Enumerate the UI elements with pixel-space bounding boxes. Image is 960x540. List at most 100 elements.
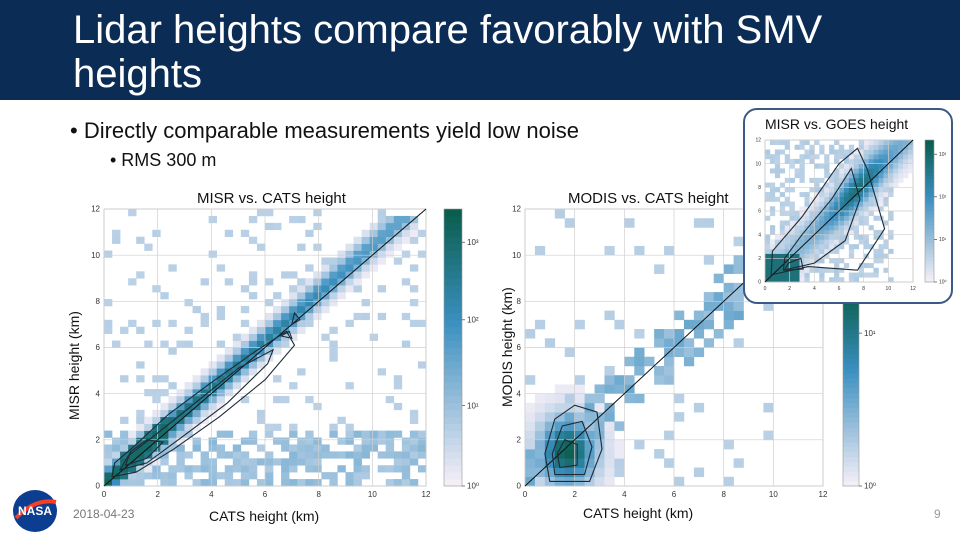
y-tick-label: 12: [91, 205, 100, 214]
density-cell: [337, 257, 346, 265]
density-cell: [769, 192, 776, 198]
x-tick-label: 10: [368, 490, 377, 499]
density-cell: [385, 229, 395, 237]
density-cell: [216, 375, 226, 383]
density-cell: [784, 234, 790, 240]
colorbar-segment: [444, 409, 462, 418]
density-cell: [819, 192, 825, 198]
density-cell: [873, 163, 879, 169]
density-cell: [377, 257, 387, 265]
density-cell: [819, 234, 825, 240]
density-cell: [216, 264, 226, 272]
density-cell: [873, 272, 879, 278]
density-cell: [824, 154, 830, 160]
density-cell: [128, 209, 137, 217]
density-cell: [834, 158, 840, 164]
density-cell: [804, 220, 810, 226]
density-cell: [345, 250, 354, 258]
density-cell: [873, 158, 879, 164]
density-cell: [216, 312, 226, 321]
colorbar-segment: [843, 319, 859, 325]
density-cell: [208, 250, 217, 258]
nasa-logo: NASA: [13, 490, 57, 532]
density-cell: [814, 215, 820, 221]
density-cell: [903, 168, 909, 174]
density-cell: [564, 430, 575, 441]
colorbar-segment: [444, 340, 462, 348]
x-tick-label: 2: [572, 490, 577, 499]
density-cell: [297, 215, 306, 224]
density-cell: [184, 382, 193, 390]
title-bar: Lidar heights compare favorably with SMV…: [0, 0, 960, 100]
density-cell: [843, 196, 850, 202]
density-cell: [604, 467, 615, 478]
density-cell: [829, 201, 835, 207]
density-cell: [868, 244, 874, 250]
density-cell: [393, 402, 403, 411]
density-cell: [634, 393, 645, 404]
density-cell: [848, 244, 855, 250]
density-cell: [248, 430, 258, 438]
colorbar-segment: [925, 182, 934, 187]
density-cell: [898, 140, 904, 146]
density-cell: [313, 444, 322, 452]
density-cell: [804, 154, 810, 160]
density-cell: [544, 402, 556, 413]
density-cell: [409, 236, 419, 244]
density-cell: [200, 451, 209, 459]
density-cell: [144, 472, 153, 480]
density-cell: [839, 187, 845, 193]
density-cell: [868, 168, 874, 174]
density-cell: [794, 168, 800, 174]
density-cell: [574, 458, 585, 468]
density-cell: [843, 158, 850, 164]
density-cell: [224, 347, 234, 355]
density-cell: [774, 158, 781, 164]
density-cell: [843, 168, 850, 174]
density-cell: [361, 437, 370, 445]
density-cell: [160, 458, 169, 466]
density-cell: [393, 430, 403, 438]
density-cell: [654, 449, 665, 459]
density-cell: [843, 225, 850, 231]
density-cell: [624, 218, 635, 228]
density-cell: [240, 285, 250, 293]
density-cell: [104, 250, 113, 258]
one-to-one-line: [764, 139, 914, 283]
density-cell: [873, 177, 879, 183]
density-cell: [819, 239, 825, 245]
density-cell: [654, 365, 665, 376]
density-cell: [594, 467, 605, 478]
density-cell: [184, 340, 193, 348]
density-cell: [345, 382, 354, 390]
density-cell: [525, 412, 536, 422]
density-cell: [337, 416, 346, 424]
density-cell: [878, 182, 884, 188]
density-cell: [345, 257, 354, 265]
density-cell: [176, 465, 185, 473]
density-cell: [819, 229, 825, 235]
colorbar-segment: [843, 329, 859, 335]
density-cell: [809, 215, 815, 221]
density-cell: [273, 326, 282, 334]
density-cell: [160, 416, 169, 424]
density-cell: [779, 211, 786, 217]
density-cell: [417, 250, 427, 258]
density-contour: [782, 167, 861, 271]
density-cell: [313, 222, 322, 231]
density-cell: [289, 305, 298, 314]
density-cell: [377, 451, 387, 459]
density-cell: [883, 201, 889, 207]
density-cell: [168, 409, 177, 418]
density-cell: [765, 234, 771, 240]
density-cell: [265, 278, 274, 286]
density-cell: [305, 312, 314, 321]
density-cell: [794, 225, 800, 231]
density-cell: [525, 458, 536, 468]
density-cell: [634, 365, 645, 376]
density-cell: [733, 255, 744, 265]
density-cell: [799, 192, 805, 198]
colorbar-tick-label: 10⁰: [467, 482, 479, 491]
density-cell: [377, 430, 387, 438]
density-cell: [248, 458, 258, 466]
